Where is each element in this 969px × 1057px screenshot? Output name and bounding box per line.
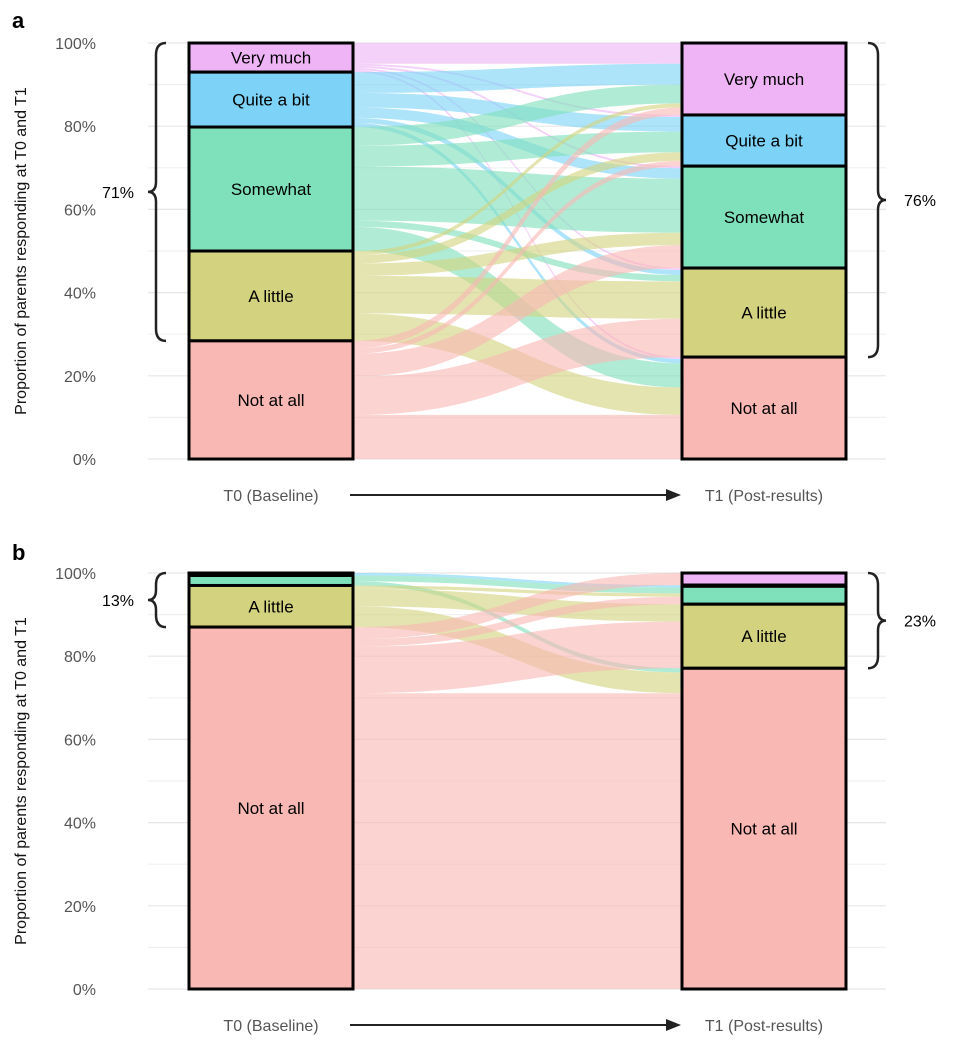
panel-label: b <box>12 540 25 565</box>
t0-stratum-quite-a-bit <box>187 70 355 129</box>
flow-not-at-all-to-very-much <box>353 573 682 640</box>
flow-a-little-to-a-little <box>353 275 682 319</box>
t1-stratum-a-little <box>680 266 848 359</box>
t0-strata: Very much Quite a bit Somewhat A little Not … <box>187 41 355 461</box>
flow-very-much-to-quite-a-bit <box>353 63 682 118</box>
flow-not-at-all-to-somewhat <box>353 596 682 647</box>
y-tick-label: 40% <box>64 286 96 303</box>
t1-stratum-very-much <box>680 41 848 117</box>
y-tick-label: 0% <box>73 982 96 999</box>
t0-stratum-not-at-all <box>187 625 355 991</box>
y-axis-title: Proportion of parents responding at T0 a… <box>13 87 30 415</box>
t0-strata: A little Not at all <box>187 571 355 991</box>
flow-somewhat-to-very-much <box>353 84 682 146</box>
flow-quite-a-bit-to-not-at-all <box>353 122 682 364</box>
t1-bracket <box>867 571 887 670</box>
flow-not-at-all-to-a-little <box>353 318 682 415</box>
t0-stratum-not-at-all <box>187 339 355 461</box>
y-tick-label: 20% <box>64 899 96 916</box>
t0-bracket <box>147 41 167 343</box>
t1-stratum-label: A little <box>741 627 786 646</box>
t1-strata: Very much Quite a bit Somewhat A little Not … <box>680 41 848 461</box>
flow-somewhat-to-not-at-all <box>353 581 682 673</box>
flow-very-much-to-a-little <box>353 67 682 271</box>
y-tick-label: 100% <box>55 566 96 583</box>
flow-a-little-to-somewhat <box>353 585 682 597</box>
t0-stratum-a-little <box>187 583 355 629</box>
t0-stratum-label: Not at all <box>237 391 304 410</box>
t1-stratum-quite-a-bit <box>680 113 848 168</box>
flow-not-at-all-to-very-much <box>353 107 682 349</box>
panel-a: 0% 20% 40% 60% 80% 100% Proportion of parents … <box>12 8 936 505</box>
flow-somewhat-to-quite-a-bit <box>353 131 682 167</box>
y-tick-label: 100% <box>55 36 96 53</box>
flow-very-much-to-very-much <box>353 43 682 64</box>
t0-bracket <box>147 571 167 629</box>
x-label-t1: T1 (Post-results) <box>705 488 823 505</box>
t1-stratum-not-at-all <box>680 666 848 991</box>
t0-stratum-label: A little <box>248 597 293 616</box>
t0-stratum-label: Somewhat <box>231 180 312 199</box>
t1-stratum-very-much <box>680 571 848 587</box>
t1-stratum-label: Quite a bit <box>725 132 803 151</box>
t1-stratum-label: Very much <box>724 70 804 89</box>
flow-not-at-all-to-quite-a-bit <box>353 160 682 354</box>
y-tick-label: 80% <box>64 649 96 666</box>
flow-not-at-all-to-somewhat <box>353 245 682 377</box>
t1-stratum-label: Not at all <box>730 399 797 418</box>
t0-bracket-label: 13% <box>102 593 134 610</box>
x-label-t0: T0 (Baseline) <box>223 488 318 505</box>
t0-stratum-somewhat <box>187 125 355 253</box>
flows <box>353 43 682 459</box>
t1-stratum-somewhat <box>680 584 848 606</box>
t0-stratum-very-much <box>187 41 355 74</box>
t0-stratum-label: A little <box>248 287 293 306</box>
t1-stratum-label: Somewhat <box>724 208 805 227</box>
t0-stratum-label: Very much <box>231 49 311 68</box>
t1-bracket-label: 76% <box>904 193 936 210</box>
t1-bracket <box>867 41 887 359</box>
flow-not-at-all-to-a-little <box>353 621 682 694</box>
flow-quite-a-bit-to-very-much <box>353 63 682 93</box>
t0-bracket-label: 71% <box>102 185 134 202</box>
flow-a-little-to-very-much <box>353 103 682 256</box>
x-label-t1: T1 (Post-results) <box>705 1018 823 1035</box>
y-tick-label: 20% <box>64 369 96 386</box>
y-tick-label: 60% <box>64 732 96 749</box>
y-axis-title: Proportion of parents responding at T0 a… <box>13 617 30 945</box>
y-tick-label: 80% <box>64 119 96 136</box>
t0-stratum-label: Not at all <box>237 799 304 818</box>
arrow-head-icon <box>666 1019 681 1031</box>
t1-bracket-label: 23% <box>904 614 936 631</box>
t1-stratum-label: Not at all <box>730 820 797 839</box>
y-tick-label: 60% <box>64 202 96 219</box>
y-tick-label: 0% <box>73 452 96 469</box>
flow-a-little-to-quite-a-bit <box>353 152 682 264</box>
t0-stratum-label: Quite a bit <box>232 91 310 110</box>
t1-stratum-label: A little <box>741 304 786 323</box>
flow-not-at-all-to-not-at-all <box>353 414 682 459</box>
flow-a-little-to-somewhat <box>353 232 682 276</box>
flow-quite-a-bit-to-quite-a-bit <box>353 573 682 587</box>
t0-stratum-a-little <box>187 249 355 343</box>
t1-stratum-not-at-all <box>680 355 848 461</box>
flow-not-at-all-to-not-at-all <box>353 693 682 989</box>
y-tick-label: 40% <box>64 816 96 833</box>
t1-stratum-a-little <box>680 602 848 670</box>
panel-label: a <box>12 8 25 33</box>
arrow-head-icon <box>666 489 681 501</box>
panel-b: 0% 20% 40% 60% 80% 100% Proportion of parents … <box>12 540 936 1035</box>
x-label-t0: T0 (Baseline) <box>223 1018 318 1035</box>
flow-quite-a-bit-to-somewhat <box>353 574 682 588</box>
flows <box>353 573 682 989</box>
t1-strata: A little Not at all <box>680 571 848 991</box>
t1-stratum-somewhat <box>680 164 848 270</box>
